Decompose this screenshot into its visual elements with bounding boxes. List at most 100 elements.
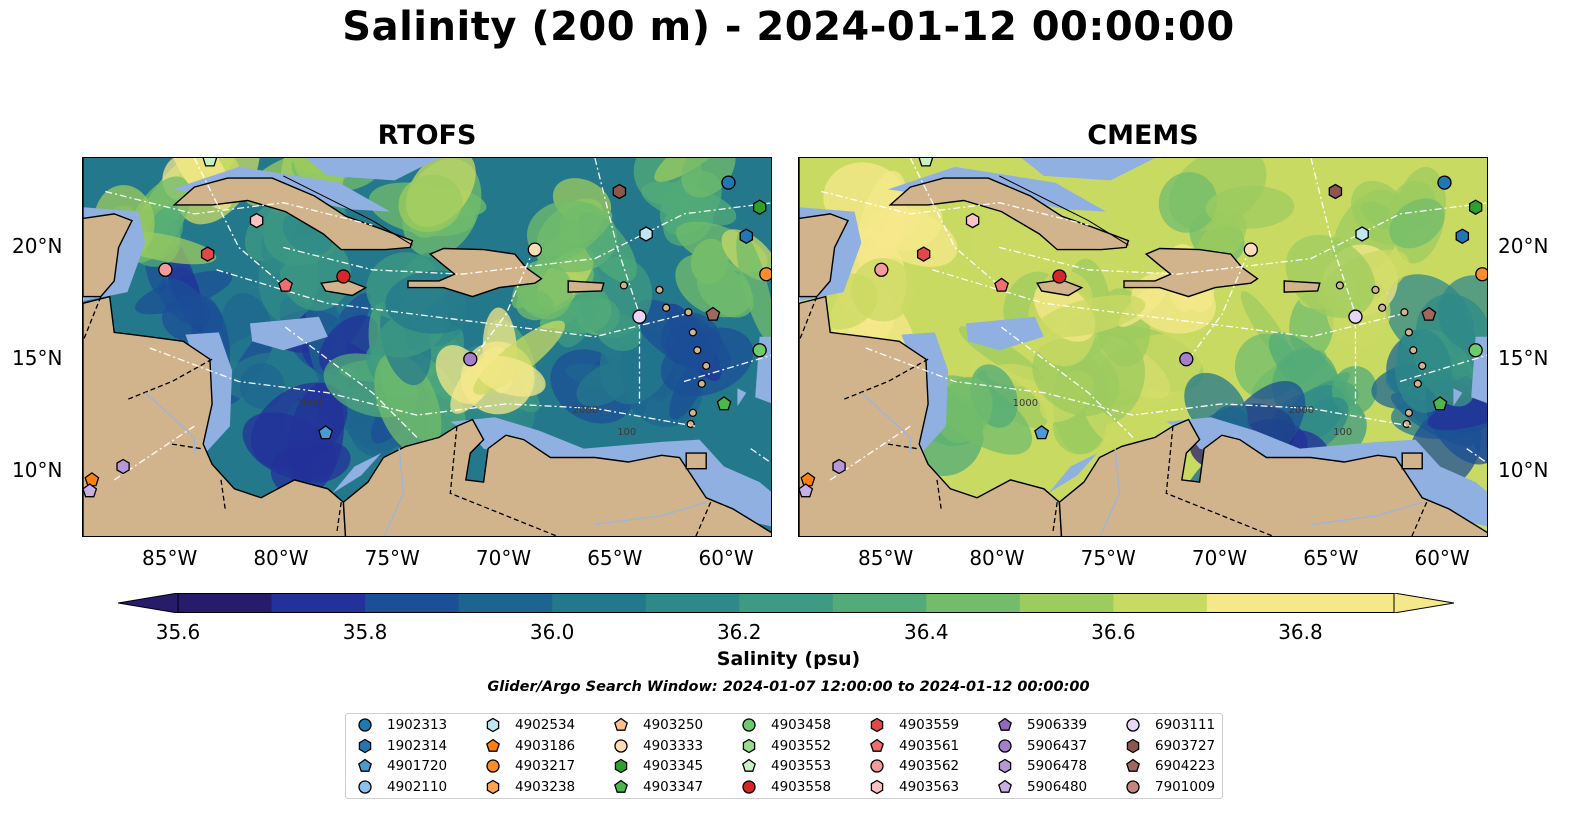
legend-marker-4903217[interactable] <box>486 759 500 773</box>
pentagon-marker-icon <box>358 758 372 772</box>
float-marker-1902314[interactable] <box>739 228 754 245</box>
colorbar-tick-label: 36.4 <box>904 620 949 644</box>
legend-marker-6904223[interactable] <box>1126 758 1140 772</box>
legend-marker-1902313[interactable] <box>358 718 372 732</box>
legend-marker-4903333[interactable] <box>614 738 628 753</box>
float-marker-4903558[interactable] <box>1052 269 1067 284</box>
legend-marker-7901009[interactable] <box>1126 779 1140 794</box>
legend-marker-4903558[interactable] <box>742 779 756 794</box>
legend-marker-4902110[interactable] <box>358 779 372 794</box>
float-marker-4903563[interactable] <box>249 212 264 229</box>
float-marker-6903111[interactable] <box>632 309 647 324</box>
legend-marker-4903347[interactable] <box>614 779 628 793</box>
legend-marker-5906478[interactable] <box>998 758 1012 774</box>
float-marker-1902313[interactable] <box>1437 175 1452 190</box>
float-marker-1902313[interactable] <box>721 175 736 190</box>
shelf-2 <box>965 316 1044 351</box>
legend-marker-4903250[interactable] <box>614 717 628 731</box>
float-marker-4903217[interactable] <box>1475 267 1488 282</box>
float-marker-6904223[interactable] <box>705 306 721 321</box>
float-marker-4903559[interactable] <box>916 246 931 262</box>
legend-item: 5906437 <box>996 736 1087 756</box>
legend-marker-4902534[interactable] <box>486 717 500 733</box>
float-marker-5906478[interactable] <box>832 458 846 475</box>
float-marker-4903553[interactable] <box>918 158 934 167</box>
lon-tick-label: 75°W <box>364 546 420 570</box>
shelf-7 <box>737 388 747 407</box>
float-marker-4903217[interactable] <box>759 267 772 282</box>
legend-marker-4903562[interactable] <box>870 759 884 773</box>
legend-label: 4902110 <box>387 778 448 795</box>
cmems-map[interactable]: 1000 100 2000 <box>798 157 1488 537</box>
legend-marker-5906339[interactable] <box>998 717 1012 731</box>
float-marker-5906437[interactable] <box>1179 352 1194 367</box>
legend-marker-4903553[interactable] <box>742 758 756 772</box>
colorbar-bin <box>1206 593 1301 613</box>
legend-label: 4903186 <box>515 737 576 754</box>
float-marker-4903563[interactable] <box>965 212 980 229</box>
legend-marker-6903111[interactable] <box>1126 718 1140 732</box>
float-marker-5906478[interactable] <box>116 458 130 475</box>
island-3 <box>1418 361 1427 370</box>
lon-tick-label: 60°W <box>1414 546 1470 570</box>
float-marker-5906480[interactable] <box>83 483 98 498</box>
float-marker-4903553[interactable] <box>202 158 218 167</box>
float-marker-5906437[interactable] <box>463 352 478 367</box>
float-marker-4903345[interactable] <box>752 199 767 215</box>
track-9 <box>750 448 771 464</box>
track-6 <box>282 325 418 438</box>
float-marker-4903333[interactable] <box>1243 242 1258 257</box>
float-marker-4902534[interactable] <box>639 226 653 242</box>
legend-marker-6903727[interactable] <box>1126 738 1140 753</box>
float-marker-4903559[interactable] <box>200 246 215 262</box>
float-marker-4903458[interactable] <box>752 343 767 358</box>
land-hispaniola <box>1123 247 1259 298</box>
float-marker-5906480[interactable] <box>799 483 814 498</box>
rtofs-map[interactable]: 1000 100 2000 <box>82 157 772 537</box>
legend-label: 4903562 <box>899 758 960 774</box>
colorbar-bin <box>178 593 273 613</box>
border-1 <box>171 443 202 450</box>
legend-marker-4903238[interactable] <box>486 779 500 794</box>
legend-marker-4903559[interactable] <box>870 717 884 733</box>
float-marker-4903558[interactable] <box>336 269 351 284</box>
float-marker-4903562[interactable] <box>158 262 173 277</box>
legend-marker-4903563[interactable] <box>870 779 884 794</box>
float-marker-4903347[interactable] <box>1432 396 1448 411</box>
island-5 <box>688 408 697 417</box>
float-marker-6903727[interactable] <box>1328 183 1343 200</box>
contour-label-1: 100 <box>1333 427 1352 438</box>
float-marker-4902534[interactable] <box>1355 226 1369 242</box>
legend-marker-4901720[interactable] <box>358 758 372 772</box>
border-3 <box>336 502 342 534</box>
track-7 <box>193 158 284 286</box>
float-marker-4903333[interactable] <box>527 242 542 257</box>
legend-marker-4903186[interactable] <box>486 738 500 752</box>
border-2 <box>220 479 227 512</box>
float-marker-4903347[interactable] <box>716 396 732 411</box>
float-marker-6904223[interactable] <box>1421 306 1437 321</box>
legend-label: 5906339 <box>1027 717 1088 733</box>
legend-marker-5906480[interactable] <box>998 779 1012 793</box>
float-marker-1902314[interactable] <box>1455 228 1470 245</box>
float-marker-4903345[interactable] <box>1468 199 1483 215</box>
track-8 <box>683 354 771 383</box>
circle-marker-icon <box>1126 779 1140 794</box>
float-marker-4901720[interactable] <box>1034 425 1050 440</box>
float-marker-4903561[interactable] <box>994 277 1009 292</box>
legend-marker-5906437[interactable] <box>998 738 1012 753</box>
float-marker-4901720[interactable] <box>318 425 334 440</box>
float-marker-4903458[interactable] <box>1468 343 1483 358</box>
float-marker-4903561[interactable] <box>278 277 293 292</box>
legend-label: 4903333 <box>643 737 704 754</box>
float-marker-6903727[interactable] <box>612 183 627 200</box>
legend-marker-1902314[interactable] <box>358 738 372 753</box>
legend-marker-4903458[interactable] <box>742 718 756 732</box>
float-marker-6903111[interactable] <box>1348 309 1363 324</box>
legend-marker-4903552[interactable] <box>742 738 756 753</box>
coast-detail <box>999 175 1129 246</box>
legend-marker-4903561[interactable] <box>870 738 884 752</box>
float-marker-4903562[interactable] <box>874 262 889 277</box>
legend-marker-4903345[interactable] <box>614 758 628 774</box>
legend-label: 4903238 <box>515 778 576 795</box>
